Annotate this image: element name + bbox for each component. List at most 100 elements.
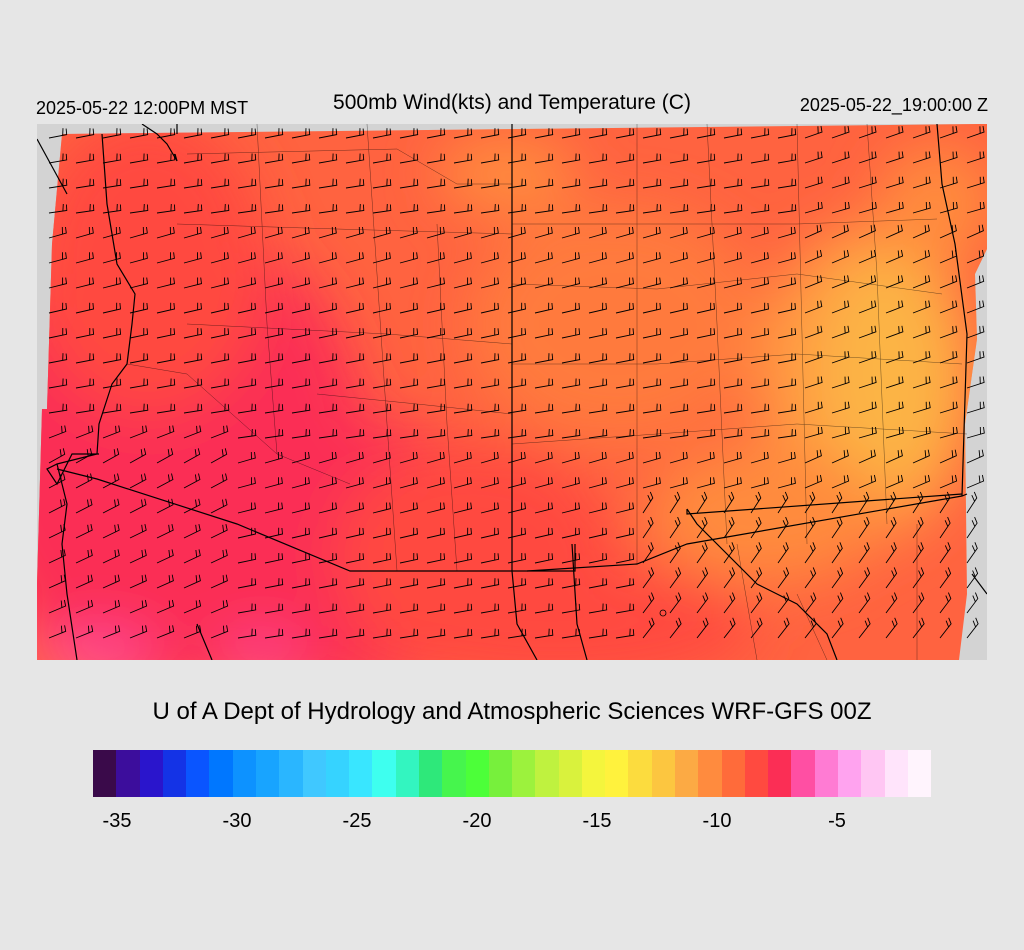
wind-barb [480, 603, 500, 614]
wind-barb [264, 628, 284, 639]
wind-barb [264, 302, 283, 314]
wind-barb [237, 226, 256, 239]
wind-barb [129, 625, 148, 639]
wind-barb [939, 249, 958, 264]
colorbar-swatch [605, 750, 629, 797]
wind-barb [507, 327, 527, 339]
wind-barb [561, 502, 580, 514]
wind-barb [723, 378, 743, 389]
wind-barb [318, 203, 338, 214]
wind-barb [453, 378, 473, 389]
wind-barb [561, 128, 581, 139]
wind-barb [939, 224, 957, 239]
wind-barb [318, 628, 338, 639]
wind-barb [264, 451, 283, 464]
wind-barb [615, 353, 635, 364]
wind-barb [561, 628, 581, 639]
wind-barb [669, 128, 689, 139]
wind-barb [318, 128, 338, 139]
wind-barb [291, 403, 311, 414]
wind-barb [75, 128, 95, 139]
wind-barb [615, 527, 634, 539]
wind-barb [642, 226, 661, 239]
colorbar-tick-label: -15 [582, 810, 612, 832]
wind-barb [183, 599, 202, 614]
wind-barb [588, 552, 608, 564]
wind-barb [750, 153, 770, 164]
wind-barb [885, 567, 898, 589]
wind-barb [372, 502, 391, 514]
wind-barb [156, 448, 174, 464]
wind-barb [831, 474, 850, 489]
wind-barb [696, 542, 708, 564]
wind-barb [966, 325, 985, 339]
wind-barb [561, 203, 581, 214]
wind-barb [399, 578, 419, 589]
wind-barb [318, 403, 338, 414]
wind-barb [291, 277, 310, 289]
wind-barb [723, 491, 735, 514]
wind-barb [966, 474, 985, 489]
wind-barb [723, 617, 736, 639]
wind-barb [75, 473, 93, 489]
wind-barbs [48, 126, 985, 639]
wind-barb [399, 203, 419, 214]
wind-barb [372, 527, 391, 539]
wind-barb [534, 226, 553, 239]
colorbar-swatch [675, 750, 699, 797]
wind-barb [858, 151, 877, 164]
wind-barb [804, 449, 822, 464]
wind-barb [156, 353, 176, 364]
wind-barb [912, 617, 925, 639]
wind-barb [102, 153, 122, 164]
wind-barb [885, 126, 904, 139]
wind-barb [966, 151, 985, 164]
wind-barb [129, 498, 147, 514]
wind-barb [183, 277, 202, 289]
wind-barb [210, 549, 228, 564]
wind-barb [669, 403, 689, 414]
wind-barb [939, 325, 958, 339]
wind-barb [210, 448, 228, 464]
wind-barb [534, 327, 554, 339]
wind-barb [939, 176, 958, 189]
wind-barb [588, 128, 608, 139]
wind-barb [750, 178, 770, 189]
wind-barb [264, 603, 284, 614]
colorbar-swatch [581, 750, 606, 797]
colorbar-swatch [907, 750, 932, 797]
wind-barb [615, 451, 634, 464]
wind-barb [318, 178, 338, 189]
wind-barb [858, 249, 877, 264]
wind-barb [156, 498, 174, 514]
wind-barb [669, 567, 682, 589]
wind-barb [372, 451, 391, 464]
wind-barb [237, 578, 257, 589]
wind-barb [615, 128, 635, 139]
wind-barb [291, 302, 310, 314]
wind-barb [669, 353, 689, 364]
wind-barb [210, 498, 228, 514]
wind-barb [129, 128, 149, 139]
wind-barb [750, 592, 763, 614]
wind-barb [480, 128, 500, 139]
wind-barb [561, 477, 580, 489]
wind-barb [480, 578, 500, 589]
wind-barb [156, 574, 174, 589]
wind-barb [804, 474, 823, 489]
wind-barb [156, 302, 175, 314]
wind-barb [885, 516, 897, 539]
wind-barb [804, 126, 823, 139]
wind-barb [939, 426, 958, 439]
wind-barb [804, 201, 823, 214]
wind-barb [345, 203, 365, 214]
wind-barb [831, 567, 844, 589]
wind-barb [453, 277, 472, 289]
wind-barb [642, 567, 655, 589]
wind-barb [777, 128, 797, 139]
temperature-colorbar [93, 750, 932, 797]
wind-barb [183, 625, 202, 639]
wind-barb [291, 428, 311, 439]
wind-barb [102, 625, 121, 639]
wind-barb [129, 252, 148, 264]
